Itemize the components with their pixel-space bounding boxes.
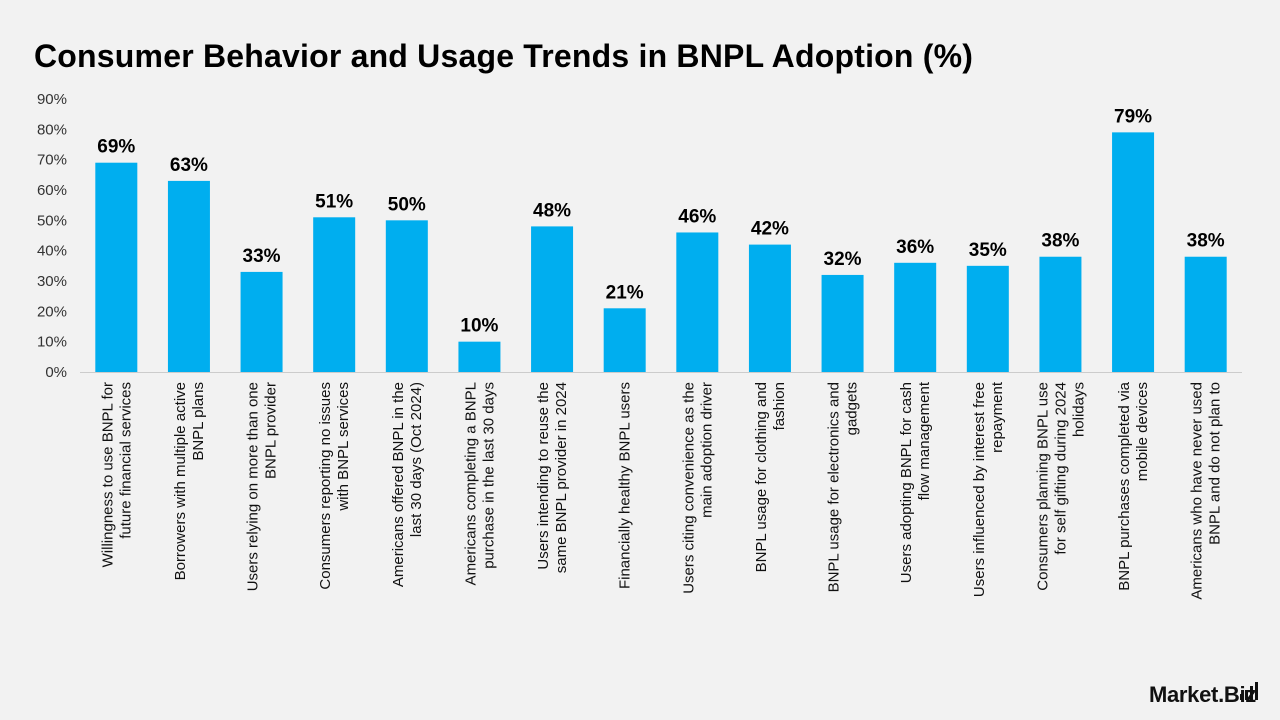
x-tick-label-line: Users citing convenience as the [680,382,697,594]
x-tick-label-line: repayment [989,381,1006,453]
bar-value-label: 38% [1041,231,1079,252]
x-tick-label: Users influenced by interest freerepayme… [971,381,1006,597]
x-tick-label: Users citing convenience as themain adop… [680,382,715,594]
x-tick-label: Americans completing a BNPLpurchase in t… [462,382,497,585]
x-tick-label-line: Consumers reporting no issues [317,382,334,590]
bar-value-label: 46% [678,206,716,227]
y-tick-label: 60% [37,182,67,199]
bar [458,341,501,372]
bar-value-label: 36% [896,237,934,258]
y-tick-label: 50% [37,212,67,229]
x-tick-label-line: main adoption driver [698,382,715,518]
bar-value-label: 21% [606,282,644,303]
bar-value-label: 79% [1114,106,1152,127]
x-tick-label-line: purchase in the last 30 days [480,382,497,569]
x-tick-label-line: Americans completing a BNPL [462,382,479,585]
y-tick-label: 0% [45,364,67,381]
bar [1039,256,1082,372]
y-tick-label: 30% [37,273,67,290]
bar-value-label: 48% [533,200,571,221]
x-tick-label: Users intending to reuse thesame BNPL pr… [535,382,570,573]
x-tick-label: BNPL usage for clothing andfashion [753,382,788,572]
bar-value-label: 50% [388,194,426,215]
bar [95,162,138,372]
y-tick-label: 80% [37,121,67,138]
bar-value-label: 42% [751,219,789,240]
x-tick-label-line: Users adopting BNPL for cash [898,382,915,583]
bar-value-label: 38% [1187,231,1225,252]
bar [748,244,791,372]
x-tick-label-line: BNPL usage for clothing and [753,382,770,572]
x-tick-label: Users adopting BNPL for cashflow managem… [898,381,933,583]
bar [966,265,1009,372]
x-tick-label: Borrowers with multiple activeBNPL plans [172,382,207,580]
bar-value-label: 51% [315,191,353,212]
x-tick-label-line: last 30 days (Oct 2024) [408,382,425,537]
x-tick-label-line: BNPL usage for electronics and [826,382,843,592]
x-tick-label-line: BNPL purchases completed via [1116,381,1133,590]
x-tick-label-line: flow management [916,381,933,500]
x-tick-label: Americans offered BNPL in thelast 30 day… [390,382,425,587]
bar-value-label: 69% [97,137,135,158]
bar-chart-logo-icon [1240,682,1258,700]
x-tick-label: Consumers reporting no issueswith BNPL s… [317,382,352,590]
x-tick-label-line: Users relying on more than one [245,382,262,591]
bar [531,226,574,372]
bar-value-label: 33% [243,246,281,267]
bar [1184,256,1227,372]
x-tick-label-line: Consumers planning BNPL use [1034,382,1051,591]
bar [313,217,356,372]
x-tick-label-line: Americans who have never used [1189,382,1206,600]
x-tick-label-line: BNPL plans [190,382,207,461]
y-tick-label: 20% [37,303,67,320]
x-tick-label-line: Willingness to use BNPL for [99,382,116,567]
x-tick-label-line: same BNPL provider in 2024 [553,382,570,573]
bar [167,180,210,372]
x-tick-label: BNPL usage for electronics andgadgets [826,382,861,592]
bar [894,262,937,372]
bar-value-label: 63% [170,155,208,176]
brand-name: Market.Biz [1148,682,1256,707]
x-tick-label: BNPL purchases completed viamobile devic… [1116,381,1151,590]
x-tick-label: Willingness to use BNPL forfuture financ… [99,382,134,567]
x-tick-label-line: with BNPL services [335,382,352,512]
y-tick-label: 40% [37,243,67,260]
x-tick-label: Users relying on more than oneBNPL provi… [245,382,280,591]
x-tick-label-line: Americans offered BNPL in the [390,382,407,587]
bar [603,308,646,372]
brand-logo: Market.Biz [1149,684,1256,706]
y-tick-label: 70% [37,152,67,169]
x-tick-label-line: BNPL provider [263,382,280,479]
x-tick-label-line: fashion [771,382,788,430]
x-tick-label-line: Users influenced by interest free [971,382,988,597]
bar-value-label: 32% [824,249,862,270]
bar [821,274,864,372]
x-tick-label-line: future financial services [117,382,134,539]
y-tick-label: 90% [37,91,67,108]
x-tick-label-line: for self gifting during 2024 [1052,382,1069,555]
x-tick-label: Financially healthy BNPL users [617,382,634,589]
bar [676,232,719,372]
bar-value-label: 10% [460,316,498,337]
x-tick-label: Consumers planning BNPL usefor self gift… [1034,382,1087,591]
bar-value-label: 35% [969,240,1007,261]
x-tick-label-line: BNPL and do not plan to [1207,382,1224,545]
bar [1112,132,1155,372]
x-tick-label: Americans who have never usedBNPL and do… [1189,382,1224,600]
x-tick-label-line: holidays [1070,382,1087,437]
bar [240,271,283,372]
y-tick-label: 10% [37,334,67,351]
x-tick-label-line: gadgets [844,382,861,435]
chart-title: Consumer Behavior and Usage Trends in BN… [34,38,974,74]
bar [385,220,428,372]
x-tick-label-line: Users intending to reuse the [535,382,552,570]
x-tick-label-line: Borrowers with multiple active [172,382,189,580]
x-tick-label-line: Financially healthy BNPL users [617,382,634,589]
x-tick-label-line: mobile devices [1134,382,1151,481]
